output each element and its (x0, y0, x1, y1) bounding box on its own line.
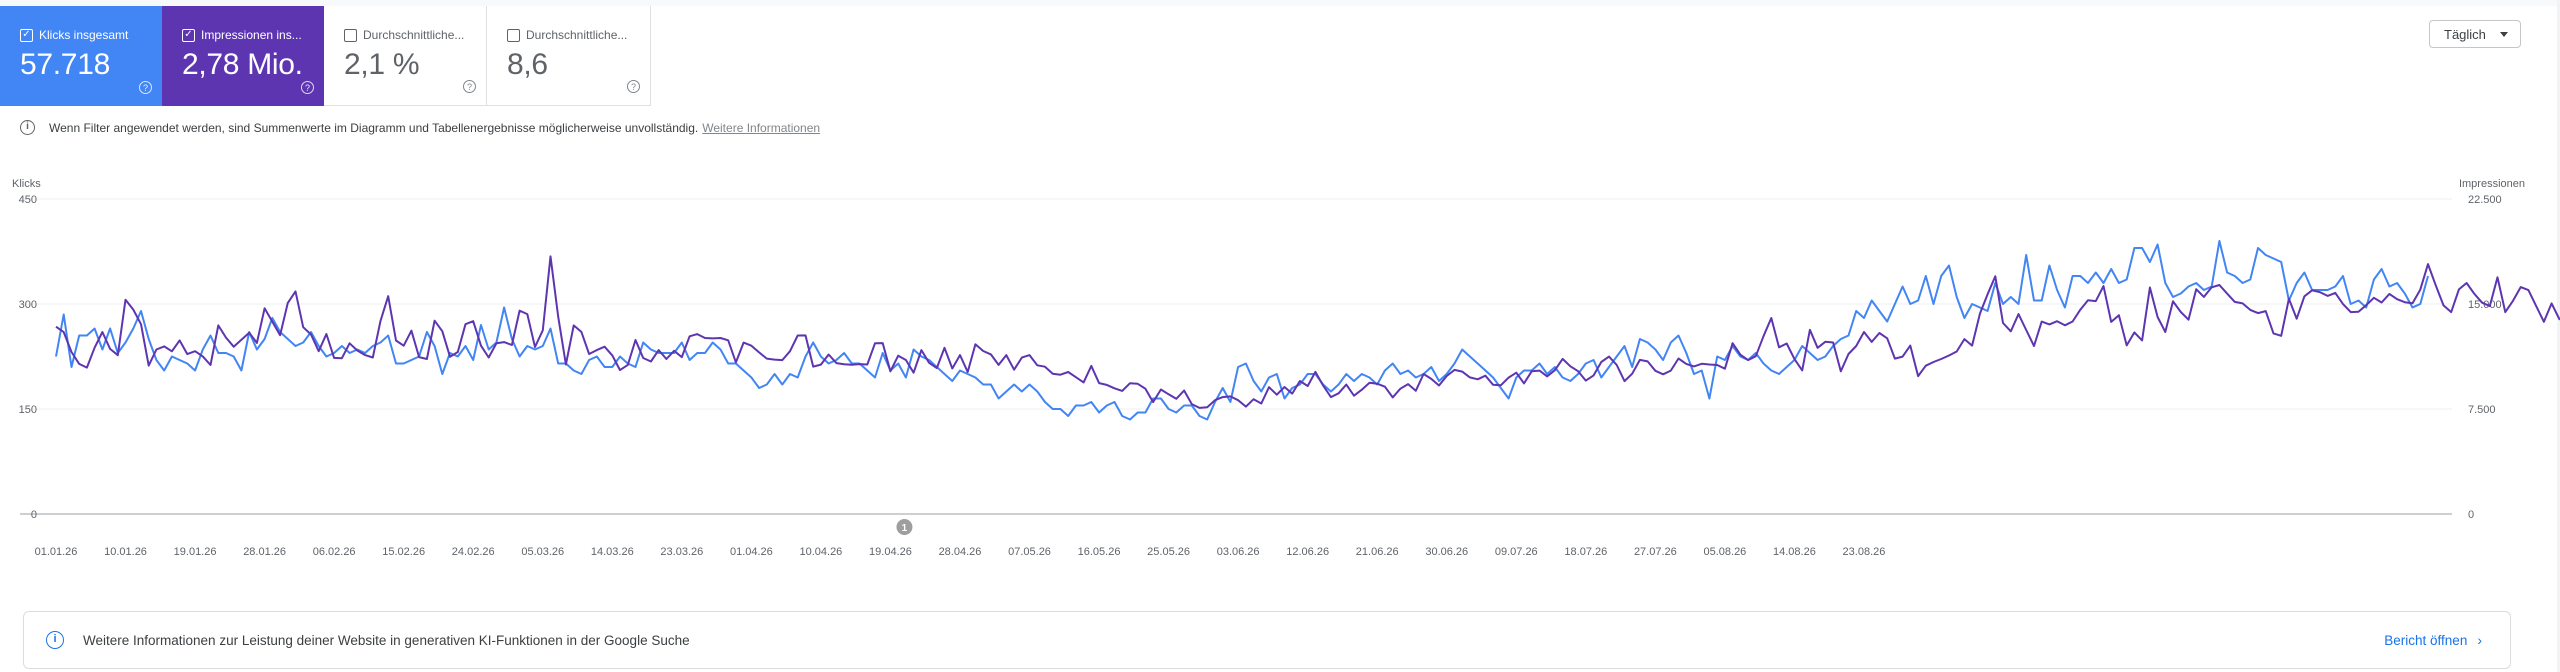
right-axis-title: Impressionen (2459, 178, 2525, 190)
x-tick-label: 21.06.26 (1356, 546, 1399, 558)
caret-down-icon (2500, 32, 2508, 37)
metric-card-ctr-header: Durchschnittliche... (344, 28, 464, 42)
metric-card-position[interactable]: Durchschnittliche... 8,6 ? (487, 6, 651, 106)
x-tick-label: 23.08.26 (1843, 546, 1886, 558)
granularity-dropdown[interactable]: Täglich (2429, 20, 2521, 48)
top-strip (0, 0, 2557, 6)
x-tick-label: 30.06.26 (1425, 546, 1468, 558)
x-tick-label: 24.02.26 (452, 546, 495, 558)
performance-chart[interactable]: Klicks 0 150 300 450 Impressionen 0 7.500 15.00… (0, 170, 2560, 570)
metric-value: 8,6 (507, 48, 548, 81)
help-icon[interactable]: ? (627, 80, 640, 93)
x-tick-label: 14.08.26 (1773, 546, 1816, 558)
left-axis-title: Klicks (12, 178, 41, 190)
x-tick-label: 01.01.26 (35, 546, 78, 558)
metric-value: 2,1 % (344, 48, 420, 81)
open-report-label: Bericht öffnen (2384, 632, 2468, 648)
x-tick-label: 14.03.26 (591, 546, 634, 558)
checkbox-unchecked-icon[interactable] (507, 28, 520, 42)
x-tick-label: 23.03.26 (660, 546, 703, 558)
page-edge (2557, 0, 2560, 672)
right-axis: Impressionen 0 7.500 15.000 22.500 (2459, 178, 2525, 521)
x-tick-label: 01.04.26 (730, 546, 773, 558)
left-axis: Klicks 0 150 300 450 (12, 178, 41, 521)
annotation-marker[interactable]: 1 (896, 519, 913, 535)
open-report-button[interactable]: Bericht öffnen › (2384, 632, 2482, 648)
metric-card-clicks-header: ✓ Klicks insgesamt (20, 28, 128, 42)
checkbox-unchecked-icon[interactable] (344, 28, 357, 42)
metric-label: Durchschnittliche... (363, 28, 465, 42)
x-tick-label: 15.02.26 (382, 546, 425, 558)
x-tick-label: 03.06.26 (1217, 546, 1260, 558)
filter-notice: i Wenn Filter angewendet werden, sind Su… (20, 120, 820, 135)
x-tick-label: 16.05.26 (1078, 546, 1121, 558)
metric-label: Durchschnittliche... (526, 28, 628, 42)
metric-card-clicks[interactable]: ✓ Klicks insgesamt 57.718 ? (0, 6, 162, 106)
filter-notice-text: Wenn Filter angewendet werden, sind Summ… (49, 120, 699, 135)
granularity-label: Täglich (2444, 26, 2486, 42)
metric-value: 57.718 (20, 48, 110, 81)
banner-text: Weitere Informationen zur Leistung deine… (83, 632, 690, 648)
metric-card-impressions-header: ✓ Impressionen ins... (182, 28, 302, 42)
ai-features-banner: i Weitere Informationen zur Leistung dei… (23, 611, 2511, 669)
x-tick-label: 28.01.26 (243, 546, 286, 558)
right-tick-label: 7.500 (2468, 404, 2496, 416)
chart-series (55, 240, 2560, 421)
right-tick-label: 0 (2468, 509, 2474, 521)
x-tick-label: 12.06.26 (1286, 546, 1329, 558)
help-icon[interactable]: ? (463, 80, 476, 93)
x-tick-label: 09.07.26 (1495, 546, 1538, 558)
metric-card-impressions[interactable]: ✓ Impressionen ins... 2,78 Mio. ? (162, 6, 324, 106)
info-icon: i (46, 631, 64, 649)
more-info-link[interactable]: Weitere Informationen (702, 120, 821, 135)
metric-value: 2,78 Mio. (182, 48, 303, 81)
x-tick-label: 27.07.26 (1634, 546, 1677, 558)
x-tick-label: 06.02.26 (313, 546, 356, 558)
series-line (55, 255, 2560, 409)
right-tick-label: 15.000 (2468, 299, 2502, 311)
info-icon: i (20, 120, 35, 135)
metric-label: Klicks insgesamt (39, 28, 129, 42)
annotation-marker-badge[interactable] (896, 519, 913, 535)
x-tick-label: 05.03.26 (521, 546, 564, 558)
x-tick-label: 07.05.26 (1008, 546, 1051, 558)
x-tick-label: 19.04.26 (869, 546, 912, 558)
x-tick-label: 19.01.26 (174, 546, 217, 558)
metric-card-position-header: Durchschnittliche... (507, 28, 627, 42)
x-tick-label: 28.04.26 (939, 546, 982, 558)
annotation-marker-label: 1 (902, 523, 908, 534)
metric-label: Impressionen ins... (201, 28, 302, 42)
checkbox-checked-icon[interactable]: ✓ (182, 28, 195, 42)
chart-gridlines (20, 198, 2452, 515)
chevron-right-icon: › (2477, 632, 2482, 648)
left-tick-label: 0 (31, 509, 37, 521)
x-tick-label: 05.08.26 (1703, 546, 1746, 558)
x-tick-label: 18.07.26 (1564, 546, 1607, 558)
left-tick-label: 450 (19, 194, 37, 206)
series-line (55, 240, 2429, 421)
help-icon[interactable]: ? (301, 81, 314, 94)
metric-card-ctr[interactable]: Durchschnittliche... 2,1 % ? (324, 6, 487, 106)
left-tick-label: 300 (19, 299, 37, 311)
right-tick-label: 22.500 (2468, 194, 2502, 206)
help-icon[interactable]: ? (139, 81, 152, 94)
left-tick-label: 150 (19, 404, 37, 416)
x-tick-label: 10.01.26 (104, 546, 147, 558)
x-tick-label: 25.05.26 (1147, 546, 1190, 558)
x-tick-label: 10.04.26 (799, 546, 842, 558)
x-axis: 01.01.26 10.01.26 19.01.26 28.01.26 06.02.26… (35, 546, 1886, 558)
checkbox-checked-icon[interactable]: ✓ (20, 28, 33, 42)
